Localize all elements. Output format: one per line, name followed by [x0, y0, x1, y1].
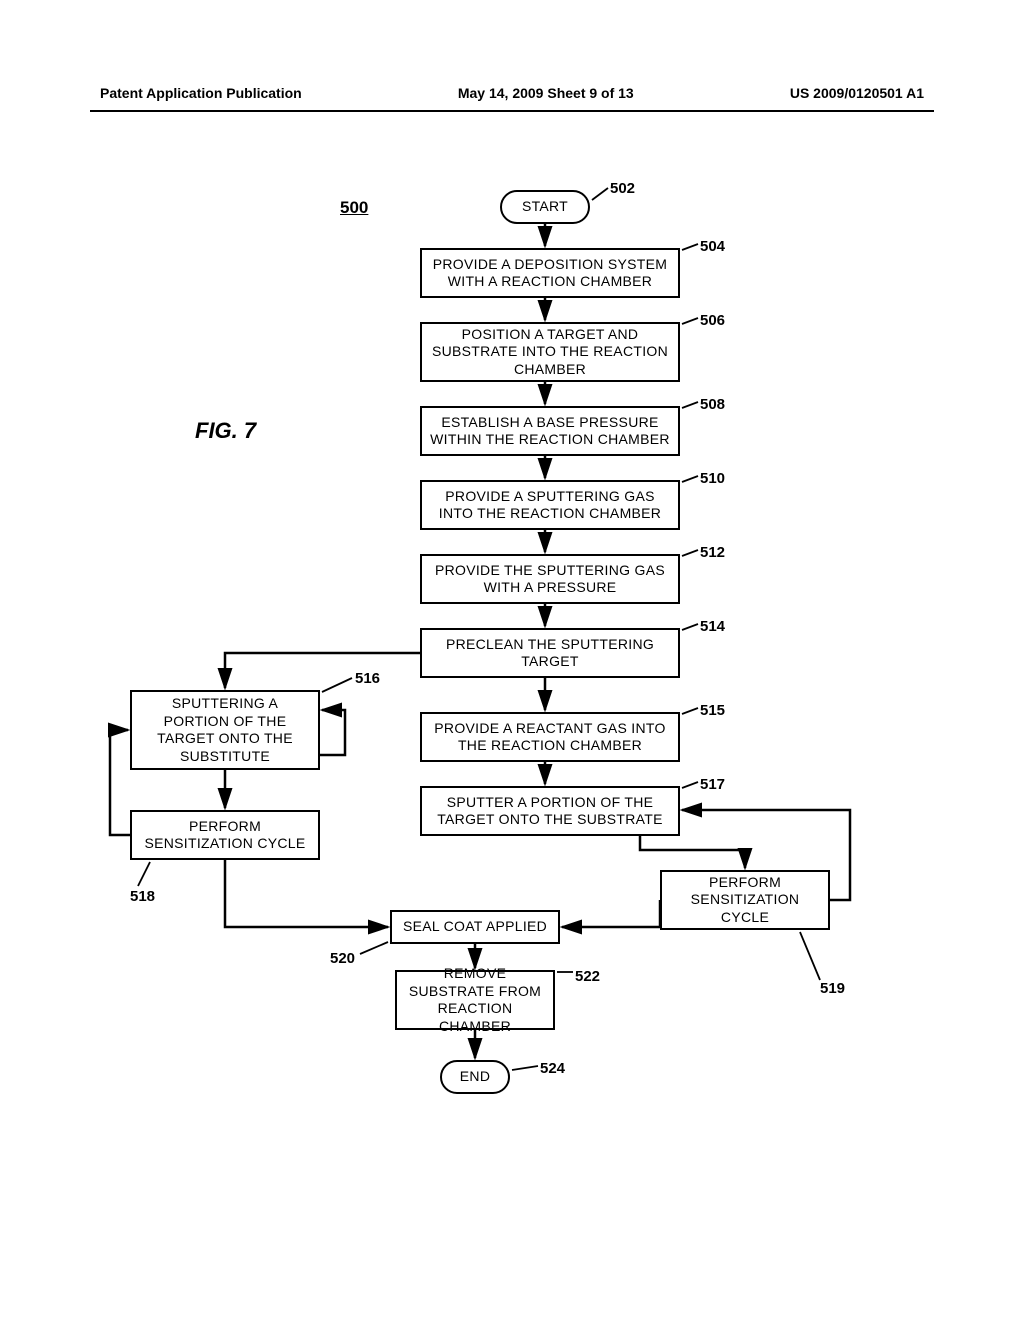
- ref-517: 517: [700, 776, 725, 793]
- node-518: PERFORM SENSITIZATION CYCLE: [130, 810, 320, 860]
- node-514-text: PRECLEAN THE SPUTTERING TARGET: [428, 636, 672, 671]
- ref-514: 514: [700, 618, 725, 635]
- node-518-text: PERFORM SENSITIZATION CYCLE: [138, 818, 312, 853]
- ref-516: 516: [355, 670, 380, 687]
- node-517: SPUTTER A PORTION OF THE TARGET ONTO THE…: [420, 786, 680, 836]
- node-516-text: SPUTTERING A PORTION OF THE TARGET ONTO …: [138, 695, 312, 765]
- figure-label: FIG. 7: [195, 418, 256, 444]
- node-start-text: START: [522, 198, 568, 216]
- ref-512: 512: [700, 544, 725, 561]
- node-506-text: POSITION A TARGET AND SUBSTRATE INTO THE…: [428, 326, 672, 379]
- ref-522: 522: [575, 968, 600, 985]
- node-514: PRECLEAN THE SPUTTERING TARGET: [420, 628, 680, 678]
- node-519-text: PERFORM SENSITIZATION CYCLE: [668, 874, 822, 927]
- header-center: May 14, 2009 Sheet 9 of 13: [458, 85, 634, 101]
- node-512-text: PROVIDE THE SPUTTERING GAS WITH A PRESSU…: [428, 562, 672, 597]
- node-512: PROVIDE THE SPUTTERING GAS WITH A PRESSU…: [420, 554, 680, 604]
- ref-518: 518: [130, 888, 155, 905]
- node-508-text: ESTABLISH A BASE PRESSURE WITHIN THE REA…: [428, 414, 672, 449]
- node-start: START: [500, 190, 590, 224]
- node-515-text: PROVIDE A REACTANT GAS INTO THE REACTION…: [428, 720, 672, 755]
- page: Patent Application Publication May 14, 2…: [0, 0, 1024, 1320]
- node-506: POSITION A TARGET AND SUBSTRATE INTO THE…: [420, 322, 680, 382]
- node-522-text: REMOVE SUBSTRATE FROM REACTION CHAMBER: [403, 965, 547, 1035]
- node-end-text: END: [460, 1068, 490, 1086]
- node-520-text: SEAL COAT APPLIED: [403, 918, 547, 936]
- node-517-text: SPUTTER A PORTION OF THE TARGET ONTO THE…: [428, 794, 672, 829]
- ref-515: 515: [700, 702, 725, 719]
- ref-508: 508: [700, 396, 725, 413]
- flowchart: FIG. 7 500 START PROVIDE A DEPOSITION SY…: [0, 150, 1024, 1300]
- ref-504: 504: [700, 238, 725, 255]
- figure-ref: 500: [340, 198, 368, 218]
- ref-520: 520: [330, 950, 355, 967]
- node-522: REMOVE SUBSTRATE FROM REACTION CHAMBER: [395, 970, 555, 1030]
- ref-524: 524: [540, 1060, 565, 1077]
- node-516: SPUTTERING A PORTION OF THE TARGET ONTO …: [130, 690, 320, 770]
- header-left: Patent Application Publication: [100, 85, 302, 101]
- ref-519: 519: [820, 980, 845, 997]
- node-510: PROVIDE A SPUTTERING GAS INTO THE REACTI…: [420, 480, 680, 530]
- node-504-text: PROVIDE A DEPOSITION SYSTEM WITH A REACT…: [428, 256, 672, 291]
- ref-506: 506: [700, 312, 725, 329]
- node-end: END: [440, 1060, 510, 1094]
- node-519: PERFORM SENSITIZATION CYCLE: [660, 870, 830, 930]
- node-510-text: PROVIDE A SPUTTERING GAS INTO THE REACTI…: [428, 488, 672, 523]
- node-520: SEAL COAT APPLIED: [390, 910, 560, 944]
- ref-502: 502: [610, 180, 635, 197]
- node-515: PROVIDE A REACTANT GAS INTO THE REACTION…: [420, 712, 680, 762]
- node-508: ESTABLISH A BASE PRESSURE WITHIN THE REA…: [420, 406, 680, 456]
- page-header: Patent Application Publication May 14, 2…: [100, 85, 924, 101]
- ref-510: 510: [700, 470, 725, 487]
- header-right: US 2009/0120501 A1: [790, 85, 924, 101]
- node-504: PROVIDE A DEPOSITION SYSTEM WITH A REACT…: [420, 248, 680, 298]
- header-rule: [90, 110, 934, 112]
